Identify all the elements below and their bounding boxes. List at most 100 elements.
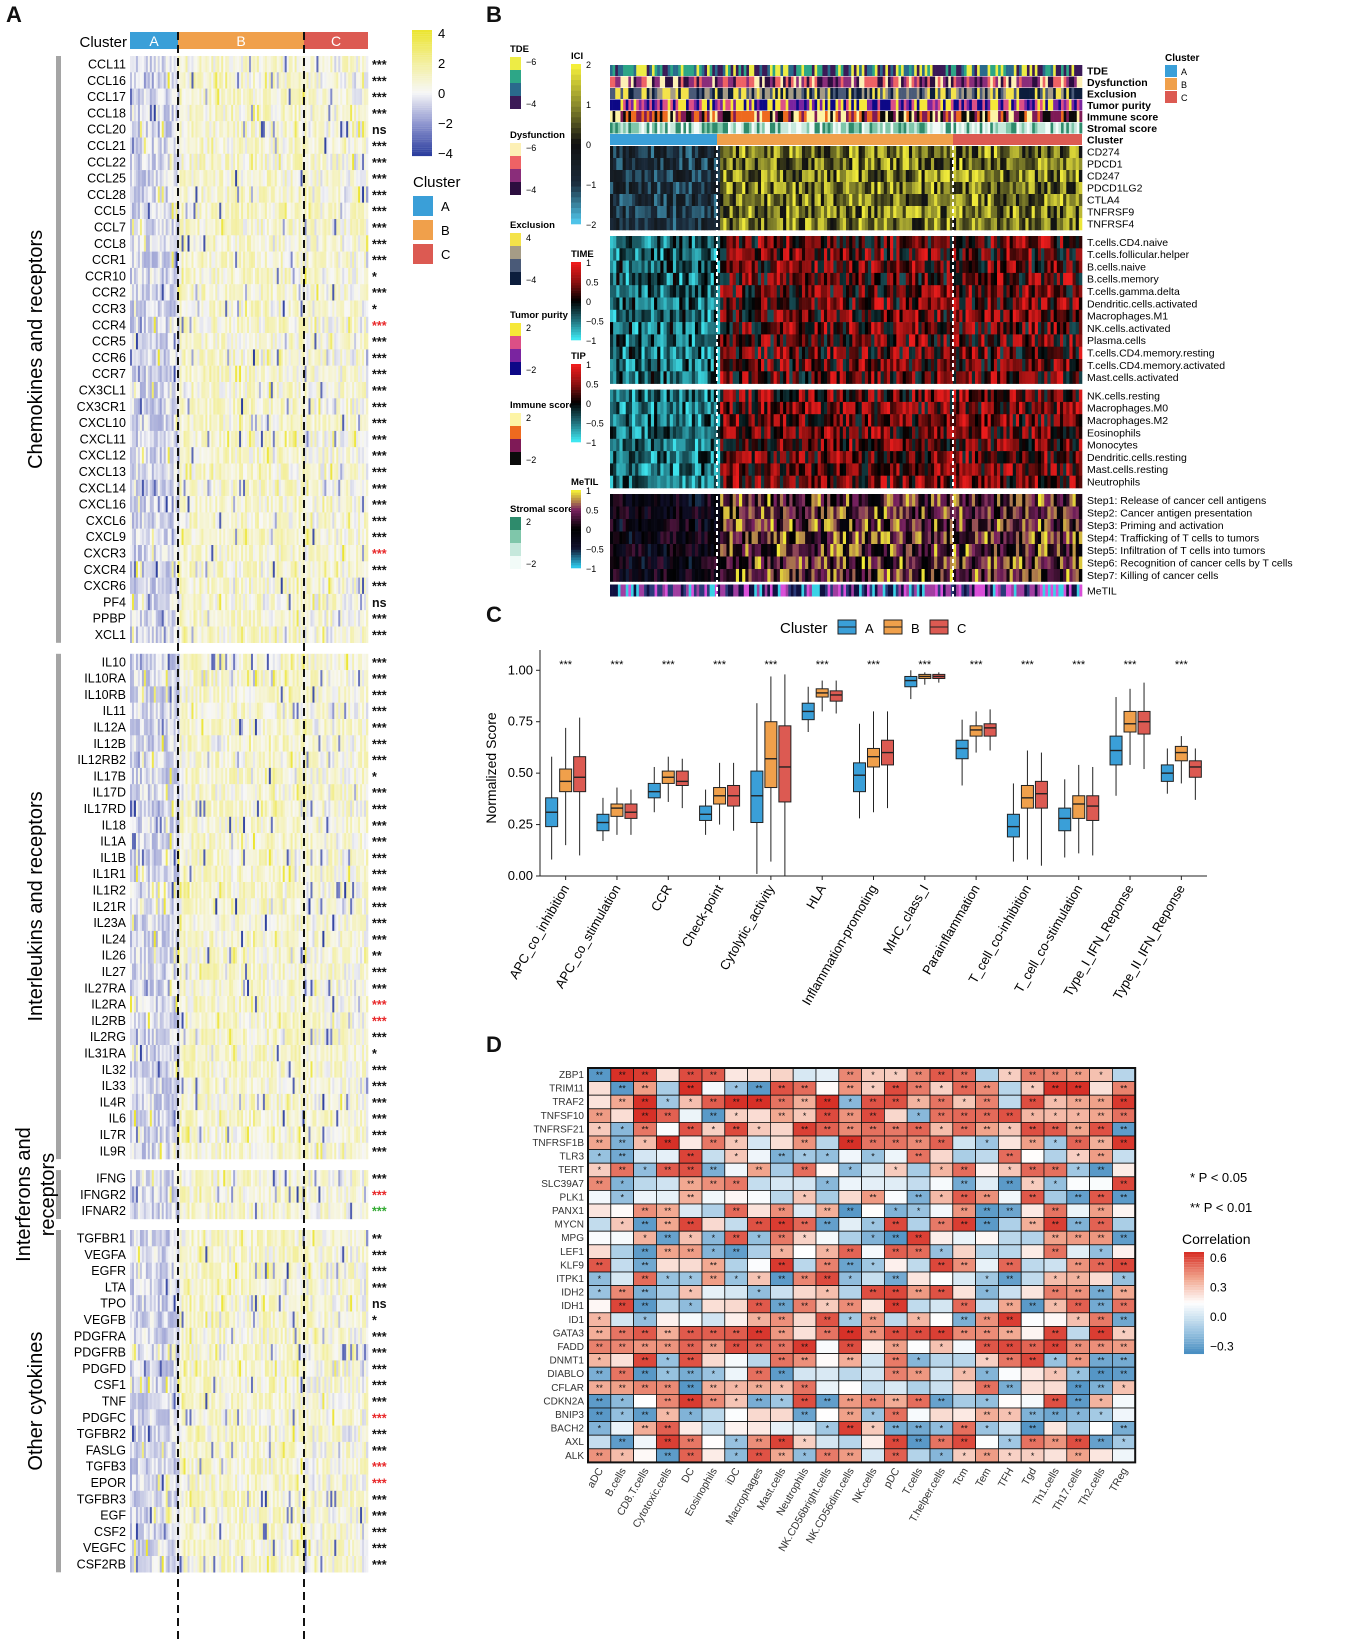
heat-cell xyxy=(282,626,285,643)
heat-cell xyxy=(130,382,133,399)
heat-cell xyxy=(169,153,172,171)
heat-cell xyxy=(300,702,303,720)
heat-cell xyxy=(288,528,291,546)
heat-cell xyxy=(241,463,244,480)
heat-cell xyxy=(276,72,280,89)
heat-cell xyxy=(336,365,339,383)
heat-cell xyxy=(342,561,345,578)
heat-cell xyxy=(165,284,168,301)
heat-cell xyxy=(286,430,289,448)
heat-cell xyxy=(235,382,238,399)
heat-cell xyxy=(296,72,299,89)
heat-cell xyxy=(354,267,357,285)
heat-cell xyxy=(189,463,192,480)
heat-cell xyxy=(324,267,327,285)
heat-cell xyxy=(213,463,216,480)
heat-cell xyxy=(274,235,278,252)
heat-cell xyxy=(130,593,133,611)
heat-cell xyxy=(227,545,230,562)
heat-cell xyxy=(322,512,325,529)
heat-cell xyxy=(231,528,234,546)
heat-cell xyxy=(344,267,347,285)
heat-cell xyxy=(189,447,192,464)
heat-cell xyxy=(243,382,246,399)
heat-cell xyxy=(328,561,331,578)
heat-cell xyxy=(197,104,200,122)
heat-cell xyxy=(205,382,208,399)
heat-cell xyxy=(260,702,264,720)
heat-cell xyxy=(346,300,349,317)
heat-cell xyxy=(298,577,301,595)
heat-cell xyxy=(131,365,135,383)
heat-cell xyxy=(231,137,234,154)
significance-mark: *** xyxy=(372,433,387,447)
significance-mark: *** xyxy=(372,547,387,561)
heat-cell xyxy=(294,153,297,171)
heat-cell xyxy=(195,577,198,595)
gene-label: CCL7 xyxy=(94,221,126,235)
heat-cell xyxy=(292,153,295,171)
heat-cell xyxy=(322,719,325,736)
heat-cell xyxy=(237,512,240,529)
heat-cell xyxy=(348,528,351,546)
heat-cell xyxy=(254,104,258,122)
heat-cell xyxy=(346,702,349,720)
heat-cell xyxy=(179,104,182,122)
heat-cell xyxy=(217,300,220,317)
heat-cell xyxy=(364,496,367,513)
heat-cell xyxy=(235,561,238,578)
heat-cell xyxy=(161,686,165,703)
heat-cell xyxy=(187,170,190,187)
heat-cell xyxy=(131,414,135,432)
heat-cell xyxy=(294,382,297,399)
heat-cell xyxy=(155,561,159,578)
heat-cell xyxy=(219,577,222,595)
heat-cell xyxy=(151,463,155,480)
heat-cell xyxy=(312,626,315,643)
heat-cell xyxy=(211,398,214,415)
heat-cell xyxy=(350,121,353,138)
heat-cell xyxy=(298,382,301,399)
heat-cell xyxy=(270,284,274,301)
heat-cell xyxy=(141,398,145,415)
heat-cell xyxy=(237,170,240,187)
heat-cell xyxy=(300,88,303,106)
heat-cell xyxy=(288,686,291,703)
heat-cell xyxy=(159,610,163,627)
heat-cell xyxy=(304,349,307,366)
heat-cell xyxy=(324,479,327,497)
heat-cell xyxy=(296,153,299,171)
heat-cell xyxy=(318,382,321,399)
heat-cell xyxy=(332,267,335,285)
heat-cell xyxy=(179,670,182,687)
heat-cell xyxy=(250,577,254,595)
heat-cell xyxy=(272,496,276,513)
heat-cell xyxy=(149,626,153,643)
heat-cell xyxy=(344,561,347,578)
heat-cell xyxy=(149,284,153,301)
heat-cell xyxy=(282,398,285,415)
heat-cell xyxy=(316,653,319,671)
heat-cell xyxy=(243,251,246,269)
heat-cell xyxy=(137,463,141,480)
heat-cell xyxy=(258,284,262,301)
gene-label: IL10 xyxy=(102,655,126,669)
heat-cell xyxy=(270,719,274,736)
heat-cell xyxy=(274,88,278,106)
heat-cell xyxy=(314,121,317,138)
heat-cell xyxy=(254,186,258,203)
heat-cell xyxy=(243,512,246,529)
heat-cell xyxy=(260,300,264,317)
heat-cell xyxy=(270,153,274,171)
heat-cell xyxy=(250,610,254,627)
heat-cell xyxy=(181,186,184,203)
heat-cell xyxy=(233,496,236,513)
heat-cell xyxy=(282,719,285,736)
heat-cell xyxy=(334,670,337,687)
heat-cell xyxy=(159,414,163,432)
heat-cell xyxy=(223,300,226,317)
heat-cell xyxy=(358,382,361,399)
heat-cell xyxy=(155,104,159,122)
heat-cell xyxy=(358,56,361,73)
heat-cell xyxy=(250,447,254,464)
